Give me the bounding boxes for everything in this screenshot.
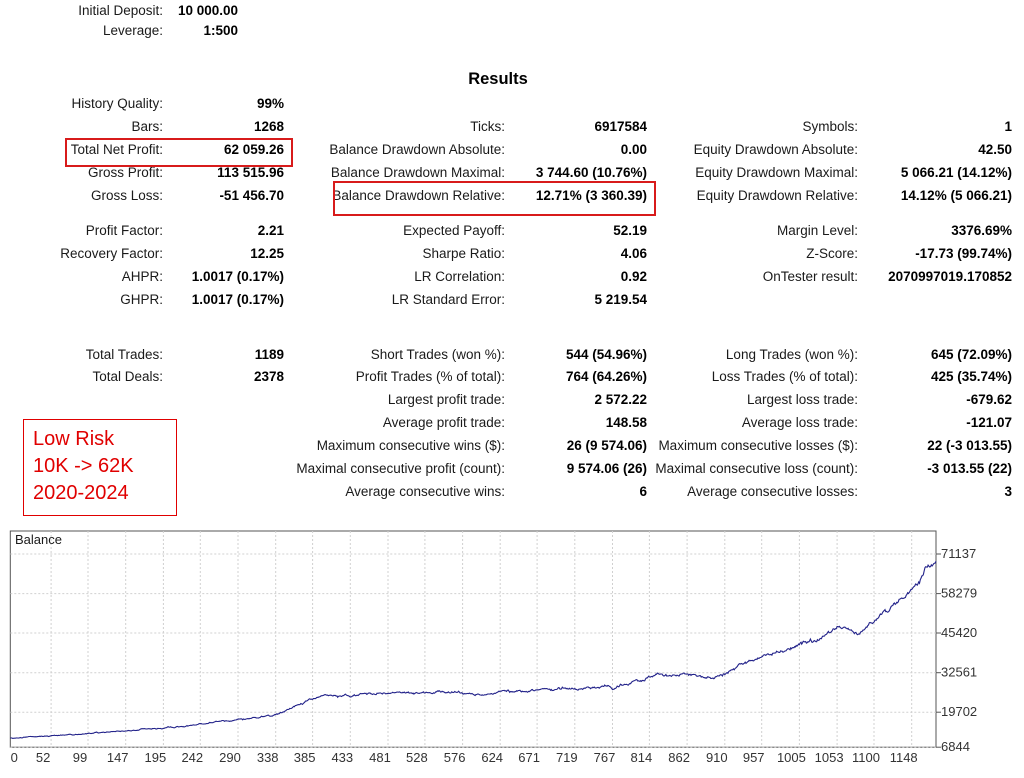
svg-text:58279: 58279 (941, 586, 977, 601)
svg-text:52: 52 (36, 750, 50, 765)
svg-text:242: 242 (181, 750, 203, 765)
svg-text:1053: 1053 (815, 750, 844, 765)
svg-text:910: 910 (706, 750, 728, 765)
svg-text:767: 767 (594, 750, 616, 765)
svg-text:0: 0 (11, 750, 18, 765)
svg-text:385: 385 (294, 750, 316, 765)
svg-text:6844: 6844 (941, 739, 970, 754)
svg-text:1148: 1148 (890, 750, 918, 765)
svg-text:862: 862 (668, 750, 690, 765)
svg-text:290: 290 (219, 750, 241, 765)
svg-text:624: 624 (481, 750, 503, 765)
svg-text:576: 576 (444, 750, 466, 765)
svg-text:433: 433 (331, 750, 353, 765)
svg-text:45420: 45420 (941, 625, 977, 640)
svg-text:719: 719 (556, 750, 578, 765)
svg-text:528: 528 (406, 750, 428, 765)
svg-text:147: 147 (107, 750, 129, 765)
svg-text:1100: 1100 (852, 750, 880, 765)
svg-text:338: 338 (257, 750, 279, 765)
svg-text:71137: 71137 (941, 546, 976, 561)
svg-text:957: 957 (743, 750, 765, 765)
svg-text:32561: 32561 (941, 665, 977, 680)
svg-text:19702: 19702 (941, 704, 977, 719)
svg-text:671: 671 (518, 750, 540, 765)
svg-text:814: 814 (631, 750, 653, 765)
svg-text:99: 99 (73, 750, 87, 765)
svg-text:1005: 1005 (777, 750, 806, 765)
svg-text:Balance: Balance (15, 532, 62, 547)
svg-text:195: 195 (145, 750, 167, 765)
svg-text:481: 481 (369, 750, 391, 765)
